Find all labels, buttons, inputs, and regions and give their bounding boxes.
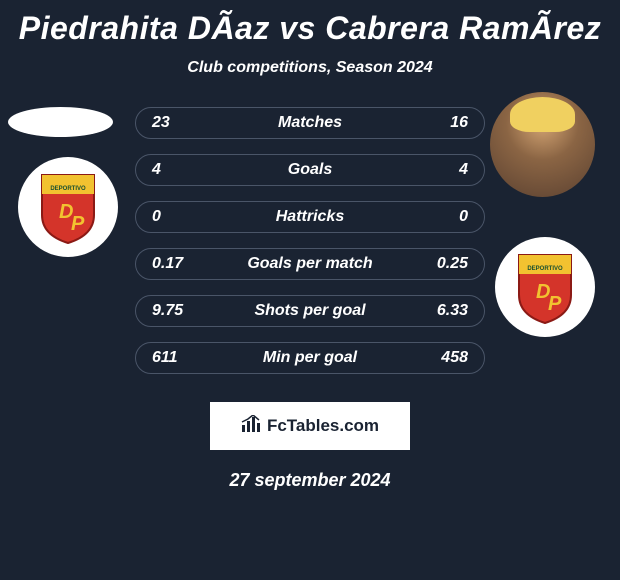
club-logo-right: DEPORTIVO D P [495,237,595,337]
date-label: 27 september 2024 [0,470,620,491]
avatar-hair [510,97,575,132]
player-right-avatar [490,92,595,197]
stat-left-value: 9.75 [152,302,212,320]
stat-label: Min per goal [212,349,408,367]
svg-text:DEPORTIVO: DEPORTIVO [527,266,563,272]
stat-right-value: 4 [408,161,468,179]
stat-right-value: 458 [408,349,468,367]
stat-label: Matches [212,114,408,132]
stat-label: Goals [212,161,408,179]
svg-text:P: P [548,293,562,315]
branding-box: FcTables.com [210,402,410,450]
stat-row: 611 Min per goal 458 [135,342,485,374]
comparison-card: Piedrahita DÃ­az vs Cabrera RamÃ­rez Clu… [0,0,620,501]
stat-left-value: 0 [152,208,212,226]
stats-table: 23 Matches 16 4 Goals 4 0 Hattricks 0 0.… [135,107,485,374]
stat-right-value: 6.33 [408,302,468,320]
svg-text:P: P [71,213,85,235]
stat-right-value: 0.25 [408,255,468,273]
stat-row: 9.75 Shots per goal 6.33 [135,295,485,327]
chart-icon [241,415,261,438]
stat-label: Goals per match [212,255,408,273]
stat-row: 0.17 Goals per match 0.25 [135,248,485,280]
stat-left-value: 0.17 [152,255,212,273]
svg-text:DEPORTIVO: DEPORTIVO [50,186,86,192]
club-logo-left: DEPORTIVO D P [18,157,118,257]
stat-row: 4 Goals 4 [135,154,485,186]
club-badge: DEPORTIVO D P [495,237,595,337]
stat-left-value: 23 [152,114,212,132]
stat-label: Shots per goal [212,302,408,320]
branding-text: FcTables.com [267,416,379,436]
shield-icon: DEPORTIVO D P [37,170,99,245]
stat-right-value: 16 [408,114,468,132]
stat-label: Hattricks [212,208,408,226]
page-title: Piedrahita DÃ­az vs Cabrera RamÃ­rez [0,10,620,47]
stat-right-value: 0 [408,208,468,226]
player-left-avatar [8,107,113,137]
stat-left-value: 611 [152,349,212,367]
subtitle: Club competitions, Season 2024 [0,59,620,77]
stat-row: 0 Hattricks 0 [135,201,485,233]
content-area: DEPORTIVO D P DEPORTIVO D P [0,107,620,491]
stat-left-value: 4 [152,161,212,179]
club-badge: DEPORTIVO D P [18,157,118,257]
shield-icon: DEPORTIVO D P [514,250,576,325]
stat-row: 23 Matches 16 [135,107,485,139]
